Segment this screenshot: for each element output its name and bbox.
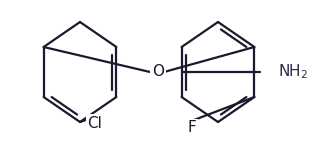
Text: Cl: Cl [88, 116, 102, 130]
Text: F: F [188, 120, 196, 135]
Text: O: O [152, 64, 164, 80]
Text: NH$_2$: NH$_2$ [278, 63, 308, 81]
